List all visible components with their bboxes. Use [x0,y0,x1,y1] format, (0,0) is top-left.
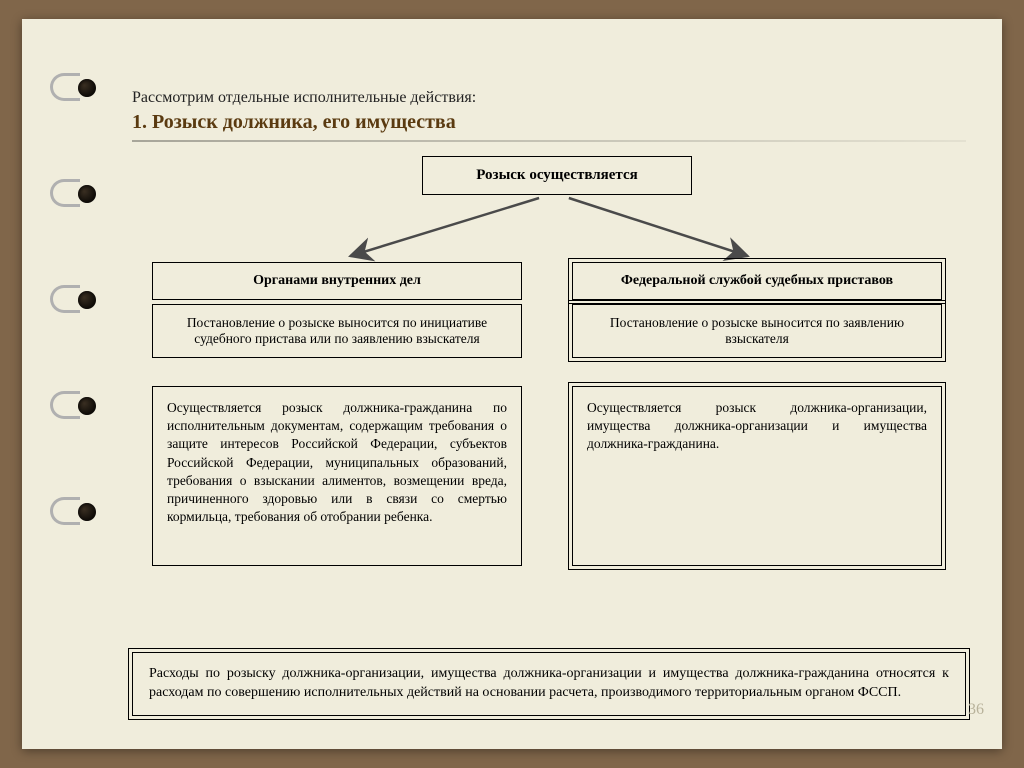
left-sub-box: Постановление о розыске выносится по ини… [152,304,522,358]
title-underline [132,140,966,142]
spiral-binding [60,69,96,529]
right-sub-box: Постановление о розыске выносится по зая… [572,304,942,358]
left-body-box: Осуществляется розыск должника-гражданин… [152,386,522,566]
root-box: Розыск осуществляется [422,156,692,195]
page-number: 36 [968,701,984,719]
diagram-canvas: Розыск осуществляется Органами внутренни… [132,156,966,716]
intro-text: Рассмотрим отдельные исполнительные дейс… [132,89,966,107]
content-area: Рассмотрим отдельные исполнительные дейс… [132,89,966,721]
right-body-box: Осуществляется розыск должника-организац… [572,386,942,566]
slide-title: 1. Розыск должника, его имущества [132,111,966,134]
slide: Рассмотрим отдельные исполнительные дейс… [22,19,1002,749]
left-head-box: Органами внутренних дел [152,262,522,300]
right-head-box: Федеральной службой судебных приставов [572,262,942,300]
footer-box: Расходы по розыску должника-организации,… [132,652,966,716]
